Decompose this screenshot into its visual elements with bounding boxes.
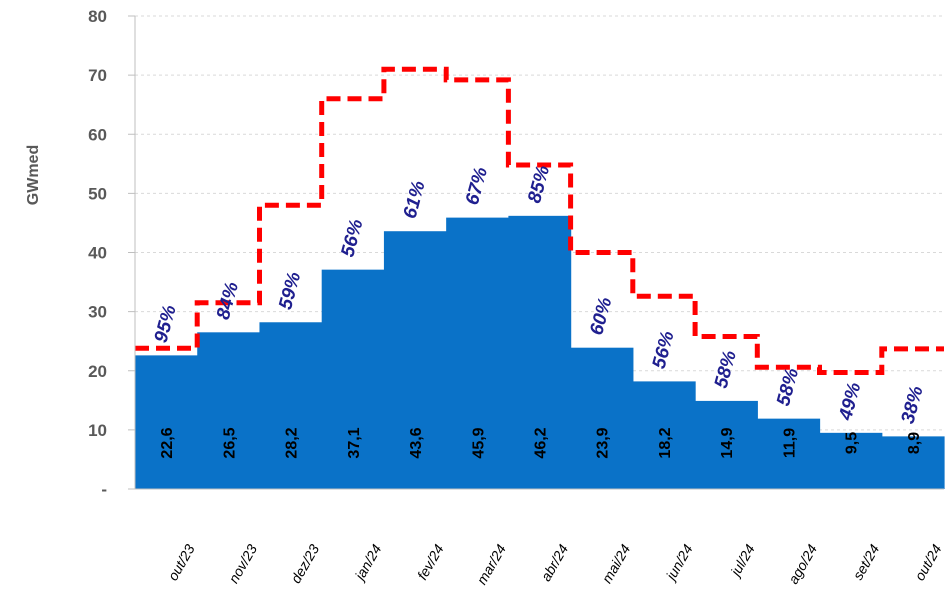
- area-step: [881, 436, 945, 489]
- energy-step-area: [135, 215, 945, 489]
- x-tick-label: mai/24: [599, 541, 634, 586]
- percent-label: 85%: [524, 163, 554, 205]
- y-tick-label: 70: [88, 66, 107, 85]
- percent-label: 67%: [462, 165, 492, 207]
- percent-label: 56%: [649, 329, 679, 371]
- value-label: 28,2: [284, 427, 301, 458]
- x-tick-label: set/24: [849, 541, 882, 582]
- x-tick-label: mar/24: [473, 541, 509, 587]
- x-tick-label: out/23: [164, 541, 197, 583]
- x-tick-label: dez/23: [287, 541, 322, 586]
- percent-label: 95%: [151, 303, 181, 345]
- x-tick-label: fev/24: [414, 541, 447, 582]
- value-label: 45,9: [470, 427, 487, 458]
- area-step: [695, 400, 758, 489]
- area-step: [508, 215, 572, 489]
- value-label: 9,5: [844, 432, 861, 454]
- reference-step-line-path: [135, 66, 944, 375]
- area-step: [570, 347, 634, 489]
- area-step: [819, 432, 883, 489]
- area-step: [757, 418, 821, 489]
- value-label: 18,2: [657, 427, 674, 458]
- y-tick-label: 80: [88, 7, 107, 26]
- percent-label: 61%: [400, 179, 430, 221]
- area-step: [446, 217, 509, 489]
- y-tick-label: 60: [88, 125, 107, 144]
- y-tick-label: 30: [88, 303, 107, 322]
- value-label: 8,9: [906, 432, 923, 454]
- percent-label: 59%: [275, 270, 305, 312]
- area-step: [197, 332, 261, 489]
- y-axis-title: GWmed: [25, 145, 42, 205]
- x-tick-labels: out/23 nov/23 dez/23 jan/24 fev/24 mar/24 abr/…: [164, 541, 944, 587]
- y-tick-label: 20: [88, 362, 107, 381]
- value-label: 37,1: [346, 427, 363, 458]
- value-label: 14,9: [719, 427, 736, 458]
- value-labels: 22,6 26,5 28,2 37,1 43,6 45,9 46,2 23,9 18,2 14,9…: [159, 427, 923, 458]
- value-label: 22,6: [159, 427, 176, 458]
- area-step: [632, 381, 696, 489]
- y-tick-label: 10: [88, 421, 107, 440]
- x-tick-label: jan/24: [351, 541, 385, 584]
- y-tick-label: 50: [88, 184, 107, 203]
- value-label: 43,6: [408, 427, 425, 458]
- percent-label: 58%: [711, 348, 741, 390]
- axes: - 10 20 30 40 50 60 70 80: [88, 7, 944, 499]
- reference-step-line: [135, 66, 944, 375]
- percent-label: 38%: [898, 384, 928, 426]
- area-step: [321, 269, 385, 489]
- x-tick-label: jul/24: [726, 541, 758, 580]
- x-tick-label: nov/23: [225, 541, 260, 586]
- x-tick-label: ago/24: [785, 541, 820, 586]
- percent-label: 84%: [213, 280, 243, 322]
- value-label: 46,2: [533, 427, 550, 458]
- value-label: 11,9: [781, 428, 798, 458]
- x-tick-label: out/24: [911, 541, 944, 583]
- area-step: [135, 355, 198, 489]
- y-tick-label: -: [101, 480, 107, 499]
- y-tick-label: 40: [88, 244, 107, 263]
- value-label: 26,5: [221, 427, 238, 458]
- area-step: [259, 322, 323, 489]
- value-label: 23,9: [595, 427, 612, 458]
- x-tick-label: jun/24: [662, 541, 696, 584]
- percent-label: 49%: [835, 380, 865, 423]
- percent-label: 60%: [586, 295, 616, 337]
- percent-label: 58%: [773, 366, 803, 408]
- area-step: [383, 231, 447, 489]
- x-tick-label: abr/24: [537, 541, 571, 584]
